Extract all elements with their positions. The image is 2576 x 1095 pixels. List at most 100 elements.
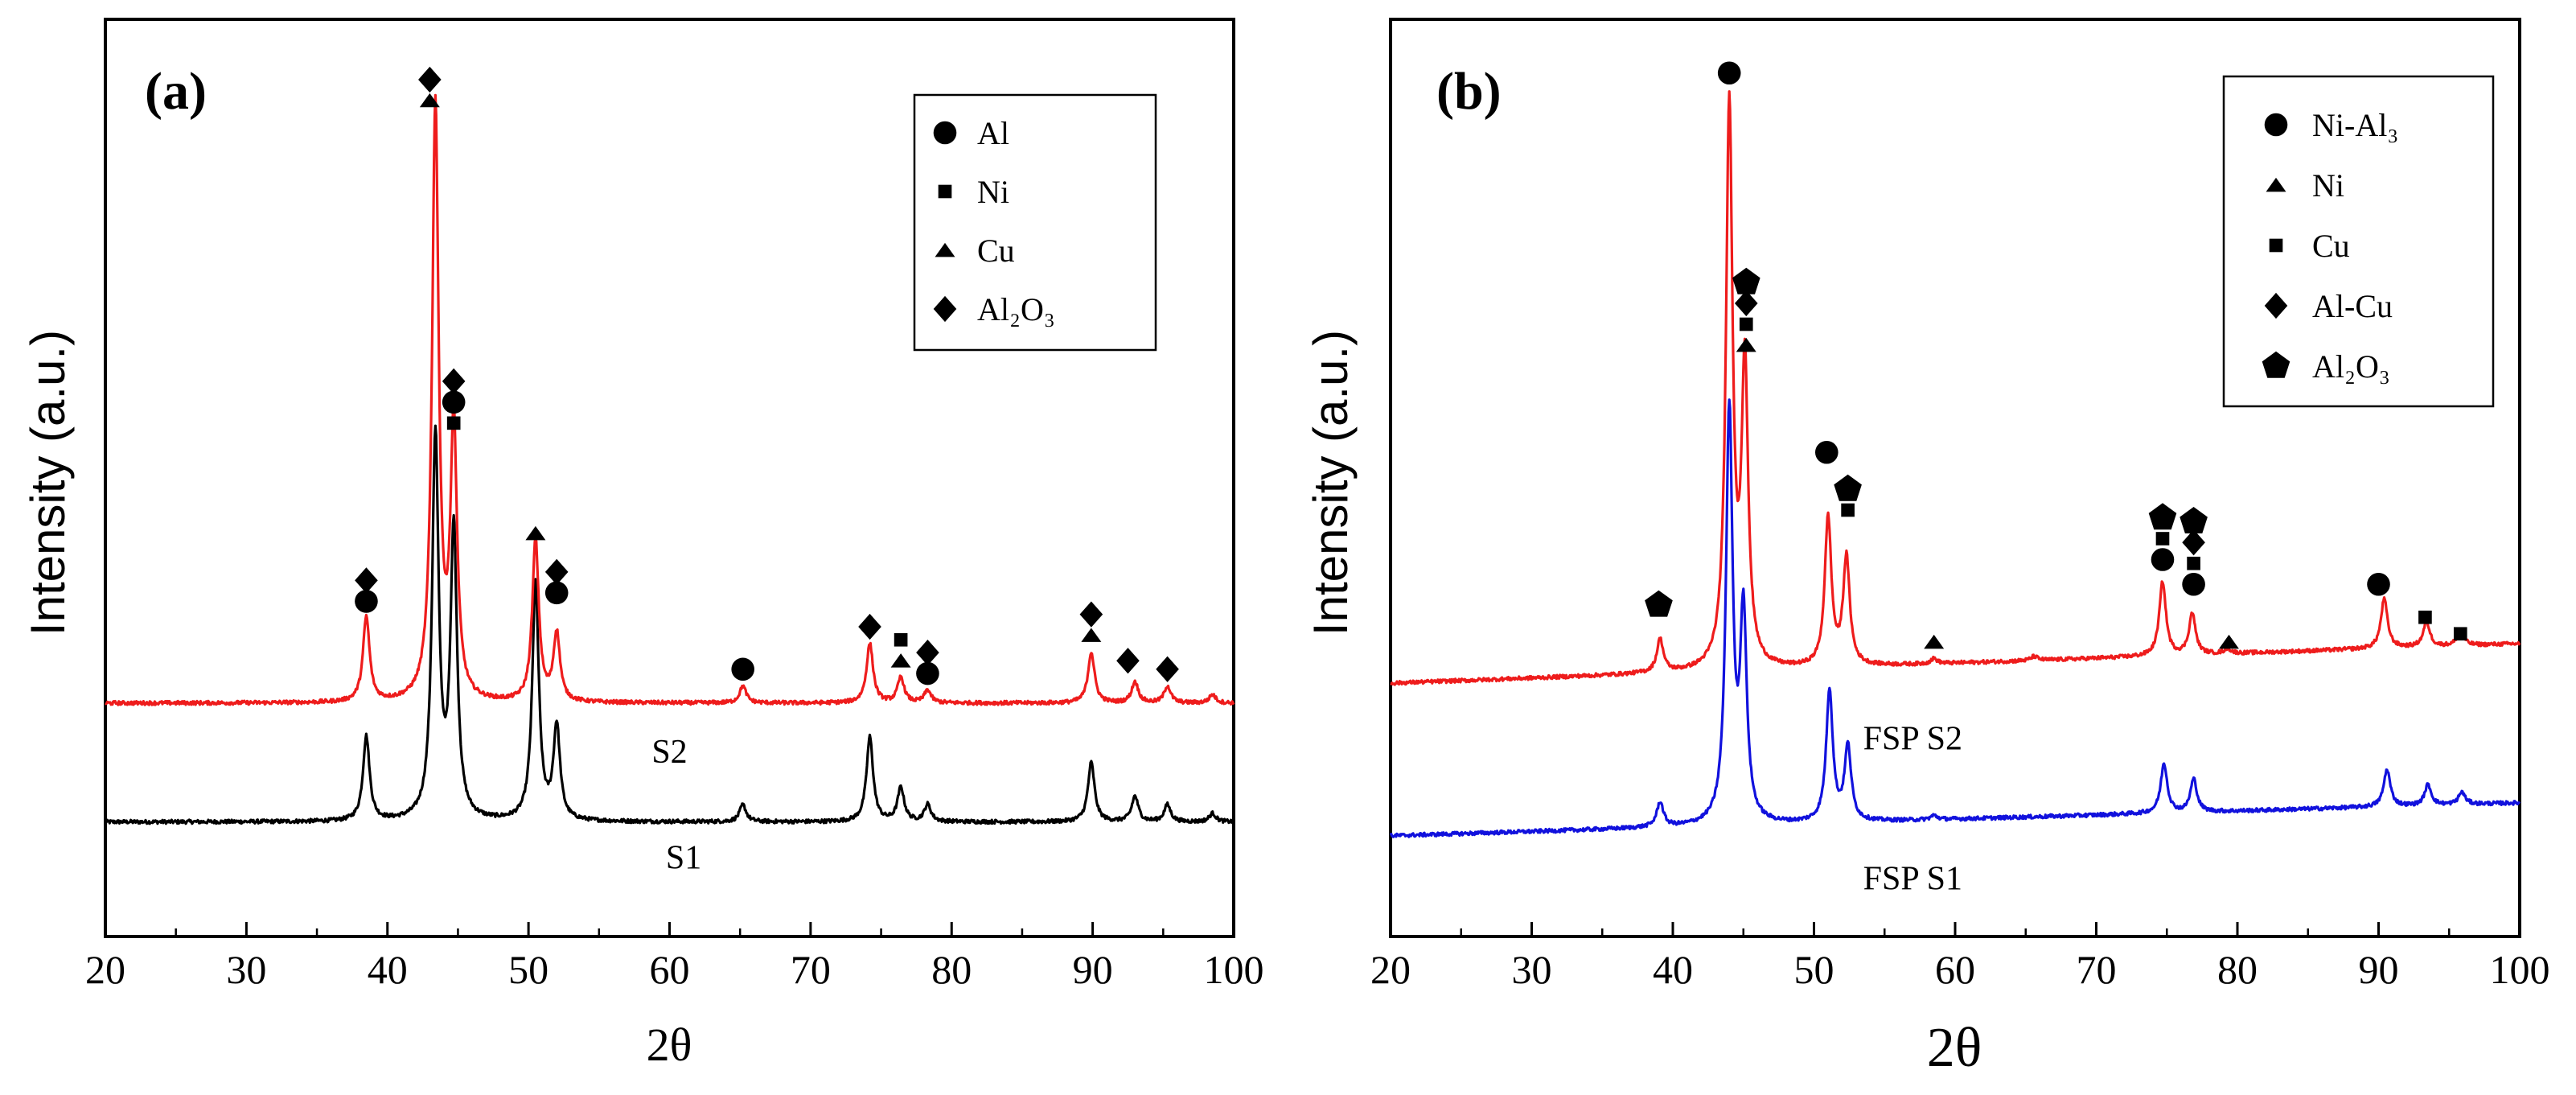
y-axis-title: Intensity (a.u.) (21, 330, 75, 636)
x-tick-label: 80 (931, 947, 972, 992)
triangle-peak-marker (890, 653, 911, 668)
annotation-layer (355, 66, 1179, 685)
diamond-peak-marker (916, 639, 939, 666)
x-tick-label: 20 (85, 947, 125, 992)
legend-label: Al (977, 115, 1009, 151)
x-tick-label: 90 (2359, 947, 2399, 992)
square-peak-marker (2418, 610, 2432, 624)
panel-a: 20 30 40 50 60 70 80 90 100 (a) 2θ Intensity (a.… (21, 18, 1264, 1071)
circle-peak-marker (2151, 548, 2175, 571)
annotation-layer (1645, 61, 2467, 649)
series-label: S1 (666, 840, 701, 877)
legend-pentagon-icon (2262, 351, 2290, 378)
x-tick-label: 50 (508, 947, 548, 992)
series-label: S2 (651, 734, 687, 771)
legend-square-icon (2269, 238, 2283, 253)
x-tick-label: 40 (368, 947, 408, 992)
circle-peak-marker (1814, 440, 1839, 464)
pentagon-peak-marker (1645, 590, 1673, 617)
pentagon-peak-marker (2180, 507, 2208, 533)
square-peak-marker (1739, 317, 1753, 331)
series-layer (1389, 90, 2521, 838)
diamond-peak-marker (355, 567, 378, 594)
x-axis-title: 2θ (647, 1019, 692, 1071)
x-tick-label: 50 (1794, 947, 1834, 992)
series-line-fsp-s2 (1390, 90, 2521, 686)
legend-diamond-icon (933, 295, 957, 323)
triangle-peak-marker (1081, 628, 1102, 642)
square-peak-marker (2187, 556, 2200, 570)
x-tick-layer: 20 30 40 50 60 70 80 90 100 (1370, 922, 2550, 992)
triangle-peak-marker (1924, 634, 1945, 649)
square-peak-marker (1841, 503, 1855, 517)
x-tick-label: 20 (1370, 947, 1411, 992)
diamond-peak-marker (1156, 656, 1179, 682)
legend-label: Ni-Al₃ (2312, 107, 2398, 143)
y-axis-title: Intensity (a.u.) (1304, 330, 1358, 636)
diamond-peak-marker (442, 368, 466, 394)
x-tick-label: 90 (1073, 947, 1113, 992)
circle-peak-marker (442, 390, 466, 414)
legend: Al Ni Cu Al₂O₃ (913, 93, 1157, 352)
legend-circle-icon (933, 121, 957, 145)
legend-label: Al-Cu (2312, 288, 2393, 324)
x-tick-label: 70 (791, 947, 831, 992)
triangle-peak-marker (2218, 634, 2239, 649)
circle-peak-marker (2367, 572, 2390, 596)
legend-triangle-icon (935, 242, 955, 257)
circle-peak-marker (544, 581, 569, 605)
series-label: FSP S2 (1863, 720, 1962, 757)
legend-label: Cu (977, 233, 1015, 269)
legend-triangle-icon (2266, 177, 2286, 192)
pentagon-peak-marker (1732, 267, 1760, 294)
diamond-peak-marker (2182, 529, 2205, 556)
x-tick-label: 100 (2490, 947, 2550, 992)
x-tick-label: 30 (226, 947, 266, 992)
square-peak-marker (2453, 627, 2467, 641)
diamond-peak-marker (418, 66, 442, 93)
legend-square-icon (938, 184, 952, 199)
series-layer (104, 93, 1235, 825)
x-tick-label: 80 (2217, 947, 2258, 992)
legend-diamond-icon (2264, 292, 2288, 319)
legend-label: Cu (2312, 228, 2350, 264)
legend-entries: Al Ni Cu Al₂O₃ (933, 115, 1055, 327)
legend-circle-icon (2264, 113, 2288, 137)
series-label-layer: FSP S2 FSP S1 (1863, 720, 1962, 897)
square-peak-marker (446, 416, 461, 430)
panel-b: 20 30 40 50 60 70 80 90 100 (b) 2θ Intensity (a.… (1304, 18, 2550, 1079)
x-tick-label: 40 (1653, 947, 1693, 992)
triangle-peak-marker (1736, 337, 1756, 352)
legend-label: Ni (2312, 167, 2344, 204)
legend-label: Ni (977, 174, 1009, 210)
legend: Ni-Al₃ Ni Cu Al-Cu Al₂O₃ (2222, 75, 2495, 408)
series-line-fsp-s1 (1389, 398, 2521, 838)
legend-label: Al₂O₃ (977, 291, 1055, 327)
diamond-peak-marker (858, 613, 881, 640)
panel-label: (a) (145, 62, 207, 121)
triangle-peak-marker (419, 93, 440, 108)
series-line-s1 (104, 424, 1235, 825)
pentagon-peak-marker (1834, 474, 1862, 501)
panel-label: (b) (1436, 62, 1502, 121)
pentagon-peak-marker (2148, 503, 2177, 530)
x-axis-title: 2θ (1927, 1017, 1982, 1079)
diamond-peak-marker (544, 558, 569, 585)
circle-peak-marker (1717, 61, 1741, 85)
x-tick-label: 60 (1935, 947, 1975, 992)
circle-peak-marker (731, 657, 754, 681)
circle-peak-marker (916, 661, 939, 685)
series-label-layer: S2 S1 (651, 734, 701, 877)
diamond-peak-marker (1116, 648, 1140, 674)
diamond-peak-marker (1079, 601, 1103, 628)
circle-peak-marker (2182, 572, 2205, 596)
triangle-peak-marker (525, 525, 546, 541)
legend-label: Al₂O₃ (2312, 348, 2390, 385)
series-label: FSP S1 (1863, 861, 1962, 898)
square-peak-marker (894, 632, 908, 647)
x-tick-label: 30 (1512, 947, 1552, 992)
legend-entries: Ni-Al₃ Ni Cu Al-Cu Al₂O₃ (2262, 107, 2398, 385)
x-tick-layer: 20 30 40 50 60 70 80 90 100 (85, 922, 1264, 992)
square-peak-marker (2155, 532, 2170, 545)
